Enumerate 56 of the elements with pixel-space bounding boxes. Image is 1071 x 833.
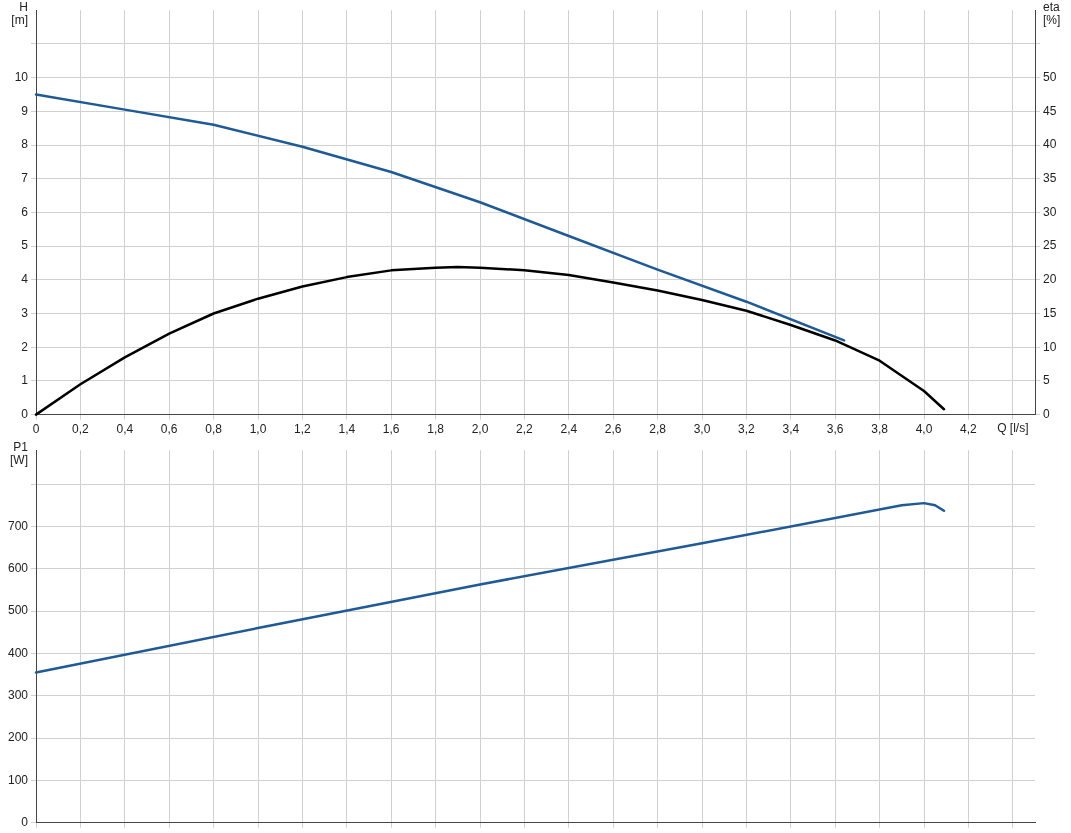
y2-tick-label: 30 [1043,204,1057,219]
x-tick-label: 1,4 [338,422,356,437]
x-tick-label: 2,8 [649,422,667,437]
y-tick-label: 7 [21,171,29,186]
y-tick-label: 10 [14,69,29,84]
y-tick-label: 0 [21,406,29,421]
y2-tick-label: 20 [1043,272,1057,287]
y-tick-label: 1 [21,373,29,388]
x-tick-label: 2,4 [560,422,578,437]
y2-tick-label: 0 [1043,406,1050,421]
y-tick-label: 300 [7,688,29,703]
x-tick-label: 0 [32,422,40,437]
x-tick-label: 0,4 [116,422,134,437]
y-tick-label: 600 [7,561,29,576]
x-tick-label: 3,2 [738,422,756,437]
x-axis-title: Q [l/s] [997,420,1029,435]
x-tick-label: 2,0 [471,422,489,437]
y-tick-label: 700 [7,518,29,533]
y-tick-label: 500 [7,603,29,618]
x-tick-label: 0,8 [205,422,223,437]
y2-tick-label: 50 [1043,69,1057,84]
x-tick-label: 3,0 [693,422,711,437]
y-tick-label: 200 [7,730,29,745]
y2-tick-label: 45 [1043,103,1057,118]
y2-axis-title: eta [%] [1043,0,1061,28]
y-tick-label: 5 [21,238,29,253]
y2-tick-label: 25 [1043,238,1057,253]
y-tick-label: 4 [21,272,29,287]
y-tick-label: 3 [21,305,29,320]
y-tick-label: 0 [21,815,29,830]
x-tick-label: 0,6 [160,422,178,437]
x-tick-label: 2,2 [516,422,534,437]
y2-tick-label: 10 [1043,339,1057,354]
y2-tick-label: 35 [1043,171,1057,186]
y-tick-label: 6 [21,204,29,219]
x-tick-label: 4,0 [915,422,933,437]
y-tick-label: 2 [21,339,29,354]
x-tick-label: 1,8 [427,422,445,437]
y2-tick-label: 15 [1043,305,1057,320]
y-axis-title: P1 [W] [10,440,29,468]
y-tick-label: 400 [7,645,29,660]
y2-tick-label: 40 [1043,137,1057,152]
x-tick-label: 4,2 [960,422,978,437]
x-tick-label: 1,2 [294,422,312,437]
x-tick-label: 2,6 [604,422,622,437]
y-tick-label: 100 [7,772,29,787]
x-tick-label: 1,0 [249,422,267,437]
x-tick-label: 0,2 [72,422,90,437]
y-tick-label: 9 [21,103,29,118]
x-tick-label: 3,8 [871,422,889,437]
y2-tick-label: 5 [1043,373,1050,388]
x-tick-label: 1,6 [382,422,400,437]
y-tick-label: 8 [21,137,29,152]
x-tick-label: 3,4 [782,422,800,437]
x-tick-label: 3,6 [826,422,844,437]
y-axis-title: H [m] [11,0,28,28]
